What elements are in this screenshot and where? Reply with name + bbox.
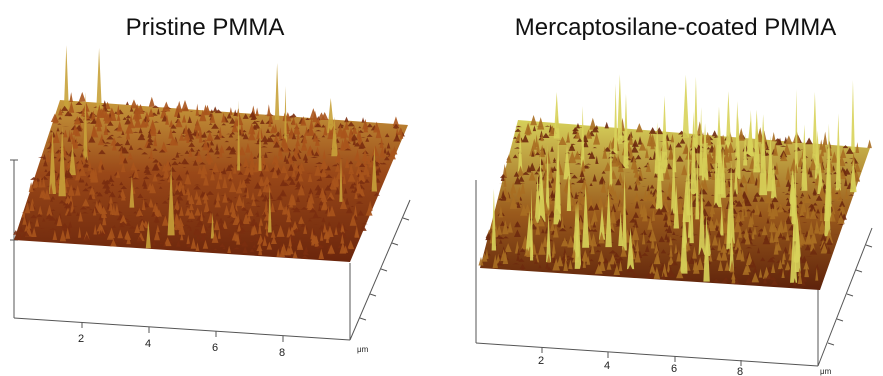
panel-mercaptosilane-pmma: Mercaptosilane-coated PMMA <box>440 0 883 376</box>
afm-surface-pristine: 2 4 6 8 μm <box>0 0 430 376</box>
x-tick-8-left: 8 <box>279 347 285 359</box>
x-tick-4-right: 4 <box>604 360 610 372</box>
x-tick-6-left: 6 <box>212 342 218 354</box>
afm-surface-mercaptosilane: 2 4 6 8 μm <box>440 0 883 376</box>
panel-pristine-pmma: Pristine PMMA <box>0 0 430 376</box>
x-tick-8-right: 8 <box>737 366 743 376</box>
unit-label-left: μm <box>357 345 369 354</box>
unit-label-right: μm <box>820 367 832 376</box>
x-tick-6-right: 6 <box>671 363 677 375</box>
x-tick-4-left: 4 <box>145 338 151 350</box>
x-tick-2-left: 2 <box>78 333 84 345</box>
x-tick-2-right: 2 <box>538 355 544 367</box>
